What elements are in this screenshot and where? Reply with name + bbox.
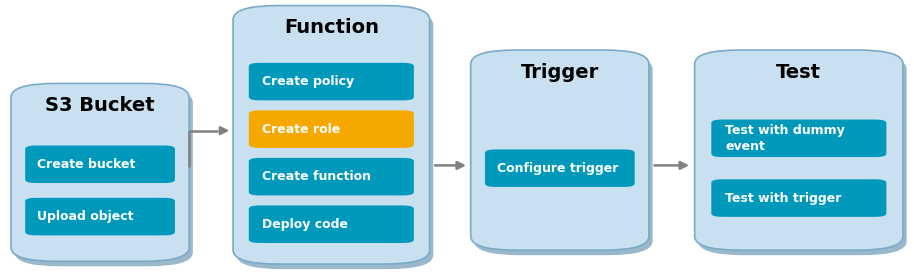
Text: Deploy code: Deploy code [262, 218, 348, 231]
FancyBboxPatch shape [15, 88, 193, 266]
Text: Test with dummy
event: Test with dummy event [726, 124, 845, 153]
Text: Create policy: Create policy [262, 75, 354, 88]
FancyBboxPatch shape [26, 198, 175, 235]
FancyBboxPatch shape [485, 149, 634, 187]
FancyBboxPatch shape [711, 120, 887, 157]
Text: Test: Test [776, 63, 822, 82]
FancyBboxPatch shape [249, 63, 414, 100]
FancyBboxPatch shape [698, 55, 907, 255]
Text: Test with trigger: Test with trigger [726, 192, 842, 205]
FancyBboxPatch shape [249, 110, 414, 148]
Text: Trigger: Trigger [521, 63, 599, 82]
FancyBboxPatch shape [471, 50, 649, 250]
FancyBboxPatch shape [695, 50, 903, 250]
Text: Create function: Create function [262, 170, 371, 183]
FancyBboxPatch shape [711, 179, 887, 217]
FancyBboxPatch shape [11, 83, 189, 261]
Text: S3 Bucket: S3 Bucket [46, 96, 154, 115]
Text: Function: Function [284, 18, 378, 37]
Text: Upload object: Upload object [37, 210, 133, 223]
Text: Create bucket: Create bucket [37, 158, 135, 171]
Text: Configure trigger: Configure trigger [497, 162, 618, 175]
FancyBboxPatch shape [249, 205, 414, 243]
Text: Create role: Create role [262, 123, 340, 136]
FancyBboxPatch shape [26, 145, 175, 183]
FancyBboxPatch shape [249, 158, 414, 195]
FancyBboxPatch shape [233, 6, 430, 264]
FancyBboxPatch shape [237, 11, 433, 269]
FancyBboxPatch shape [474, 55, 653, 255]
